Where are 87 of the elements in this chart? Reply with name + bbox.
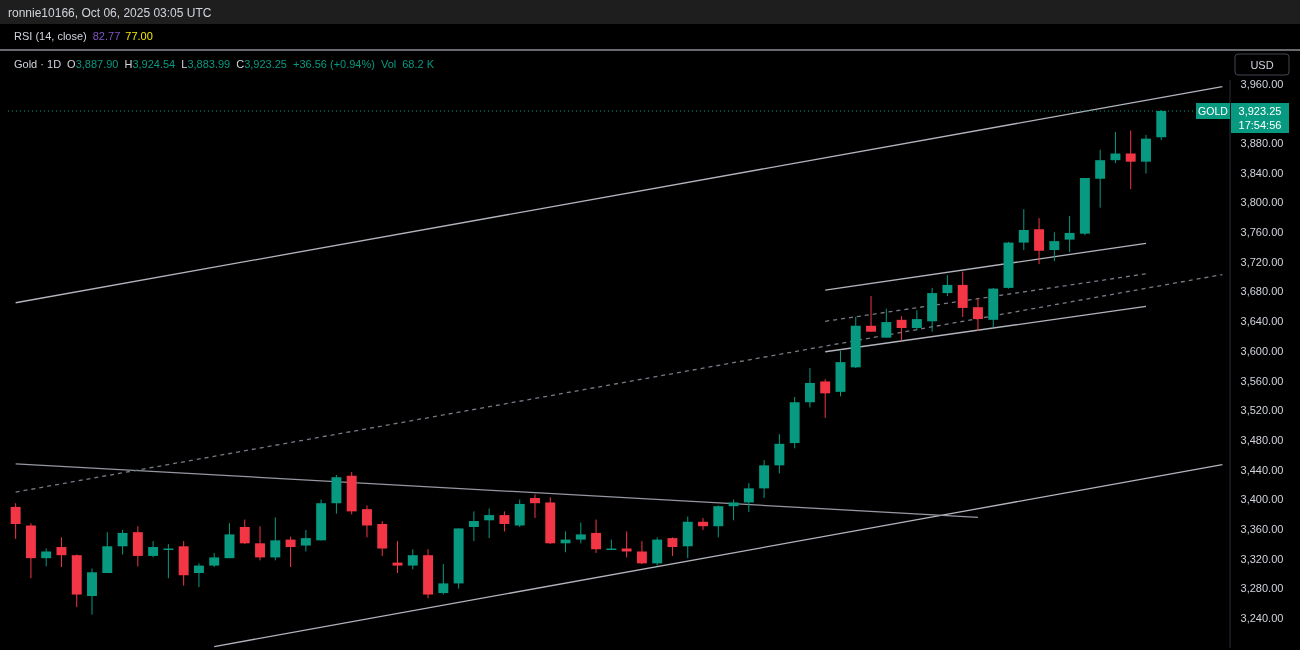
text: 3,887.90 bbox=[75, 58, 119, 70]
text: Vol bbox=[380, 58, 397, 70]
text: 77.00 bbox=[125, 30, 153, 42]
y-tick-label: 3,560.00 bbox=[1240, 374, 1284, 387]
candlestick bbox=[514, 499, 525, 528]
candlestick bbox=[1110, 131, 1121, 164]
candlestick bbox=[285, 536, 296, 568]
text: 3,923.25 bbox=[244, 58, 287, 70]
candlestick bbox=[56, 536, 67, 568]
y-tick-label: 3,640.00 bbox=[1240, 315, 1284, 328]
candlestick bbox=[392, 540, 403, 574]
y-tick-label: 3,600.00 bbox=[1240, 344, 1284, 357]
y-tick-label: 3,280.00 bbox=[1240, 582, 1284, 595]
candlestick bbox=[1125, 129, 1136, 190]
candlestick bbox=[10, 502, 21, 540]
text: C bbox=[236, 58, 245, 70]
candlestick bbox=[820, 378, 831, 419]
candlestick bbox=[407, 548, 418, 570]
candlestick bbox=[255, 525, 265, 561]
candlestick bbox=[87, 568, 97, 616]
y-tick-label: 3,360.00 bbox=[1240, 523, 1284, 536]
text: L bbox=[181, 58, 188, 70]
text: 3,924.54 bbox=[132, 58, 176, 70]
candlestick bbox=[636, 540, 647, 565]
text: H bbox=[124, 58, 133, 70]
candlestick bbox=[239, 519, 250, 545]
candlestick bbox=[132, 525, 143, 567]
y-tick-label: 3,480.00 bbox=[1240, 433, 1284, 446]
candlestick bbox=[973, 297, 983, 332]
candlestick bbox=[499, 510, 510, 532]
candlestick bbox=[774, 433, 785, 475]
candlestick bbox=[270, 516, 281, 561]
y-tick-label: 3,680.00 bbox=[1240, 285, 1284, 298]
text: O bbox=[67, 58, 77, 70]
candlestick bbox=[743, 482, 754, 513]
text: 3,923.25 bbox=[1238, 104, 1282, 117]
candlestick bbox=[911, 309, 922, 331]
y-tick-label: 3,840.00 bbox=[1240, 166, 1284, 179]
candlestick bbox=[866, 295, 876, 333]
candlestick bbox=[1064, 215, 1075, 253]
candlestick bbox=[530, 493, 540, 519]
candlestick bbox=[591, 519, 602, 554]
y-tick-label: 3,440.00 bbox=[1240, 463, 1284, 476]
chart-title: Gold · 1D bbox=[14, 58, 62, 70]
candlestick bbox=[484, 507, 495, 539]
candlestick bbox=[759, 459, 770, 499]
candlestick bbox=[438, 563, 449, 596]
y-tick-label: 3,800.00 bbox=[1240, 196, 1284, 209]
y-tick-label: 3,520.00 bbox=[1240, 404, 1284, 417]
candlestick bbox=[224, 522, 235, 559]
y-tick-label: 3,240.00 bbox=[1240, 612, 1284, 625]
candlestick bbox=[1095, 149, 1106, 209]
y-axis-title: USD bbox=[1250, 58, 1274, 71]
text: ronnie10166, Oct 06, 2025 03:05 UTC bbox=[8, 6, 212, 20]
y-tick-label: 3,320.00 bbox=[1240, 552, 1284, 565]
candlestick bbox=[667, 536, 678, 557]
text: 82.77 bbox=[92, 30, 121, 42]
y-tick-label: 3,880.00 bbox=[1240, 136, 1284, 149]
candlestick bbox=[1141, 134, 1151, 175]
candlestick bbox=[804, 367, 815, 408]
candlestick bbox=[468, 510, 479, 542]
candlestick bbox=[713, 504, 724, 538]
text: +36.56 (+0.94%) bbox=[292, 58, 375, 70]
candlestick bbox=[300, 529, 311, 552]
candlestick bbox=[1034, 217, 1045, 265]
y-tick-label: 3,960.00 bbox=[1240, 77, 1284, 90]
candlestick bbox=[362, 504, 372, 538]
candlestick bbox=[1018, 208, 1029, 251]
candlestick bbox=[881, 308, 892, 339]
candlestick bbox=[193, 562, 204, 588]
y-tick-label: 3,760.00 bbox=[1240, 226, 1284, 239]
candlestick bbox=[575, 522, 586, 544]
text: 17:54:56 bbox=[1238, 118, 1282, 131]
text: RSI (14, close) bbox=[14, 30, 87, 42]
candlestick bbox=[957, 271, 968, 318]
candlestick bbox=[942, 274, 953, 297]
candlestick bbox=[698, 517, 708, 531]
y-tick-label: 3,400.00 bbox=[1240, 493, 1284, 506]
candlestick bbox=[896, 315, 907, 342]
candlestick bbox=[652, 536, 663, 567]
y-tick-label: 3,720.00 bbox=[1240, 255, 1284, 268]
text: 68.2 K bbox=[402, 58, 435, 70]
candlestick bbox=[1049, 231, 1060, 262]
ref-line-label: GOLD bbox=[1198, 104, 1229, 117]
candlestick bbox=[728, 499, 739, 521]
text: 3,883.99 bbox=[187, 58, 231, 70]
candlestick bbox=[117, 529, 128, 555]
